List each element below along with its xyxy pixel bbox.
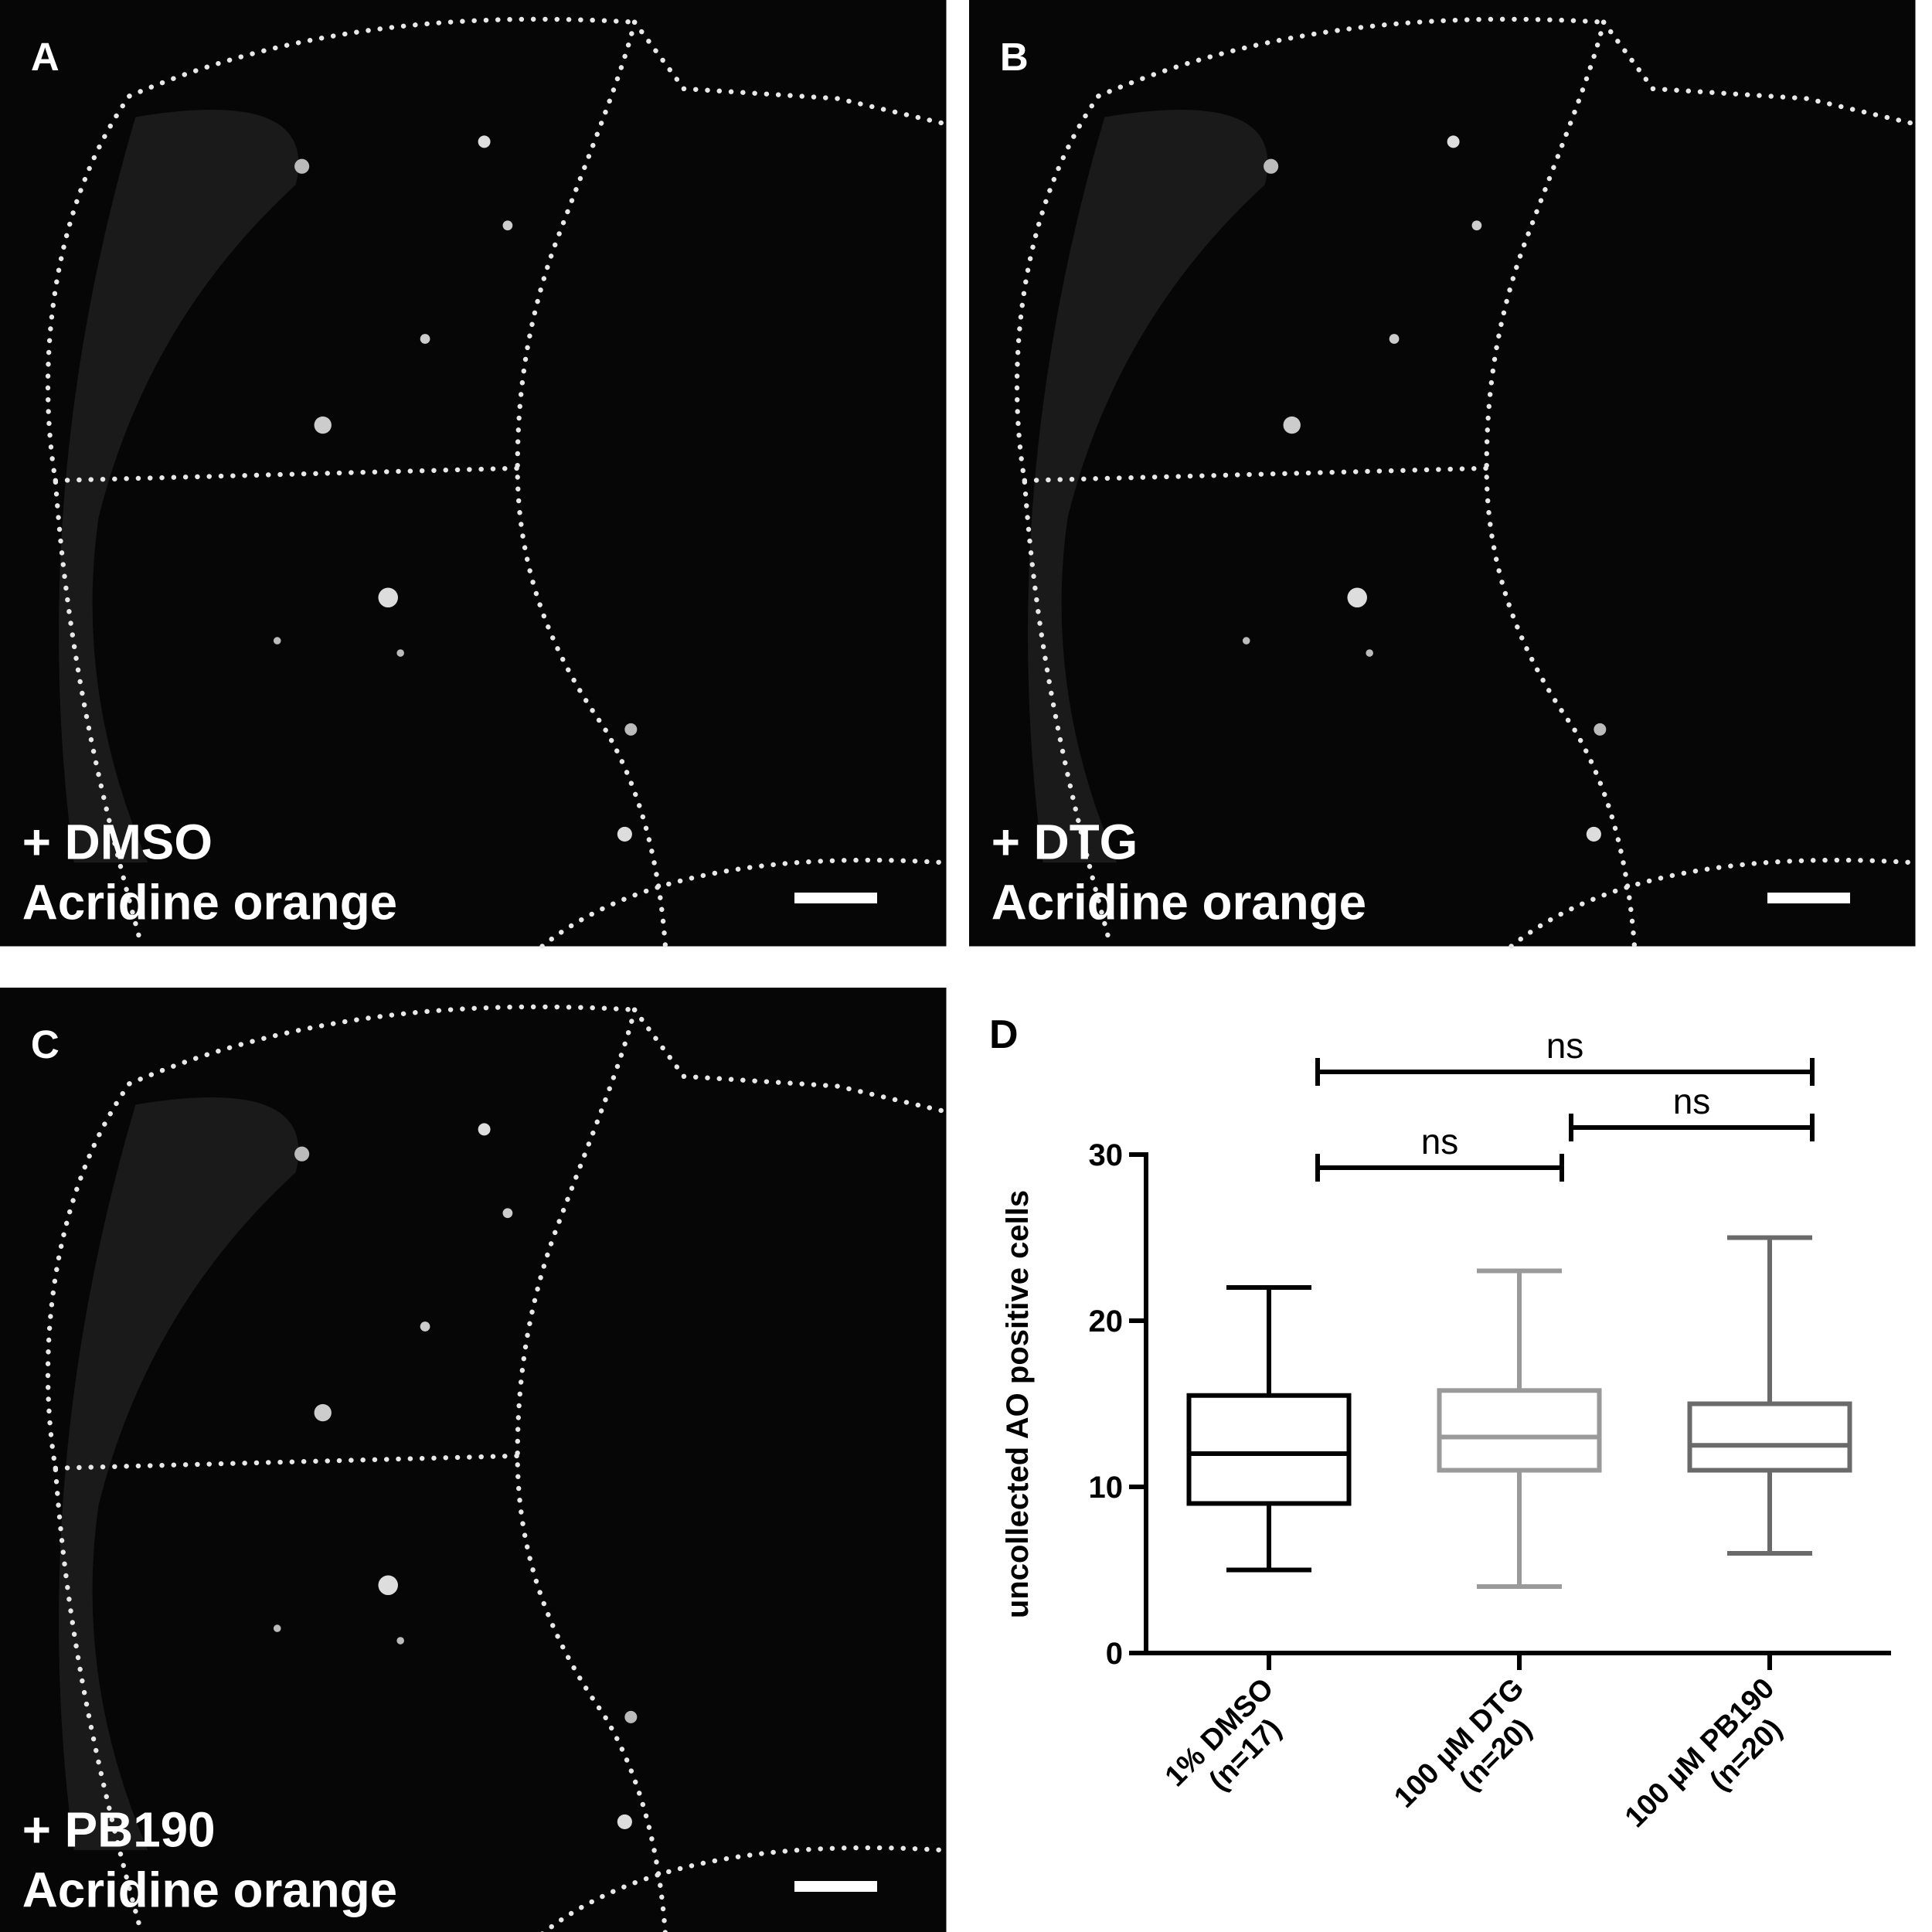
y-axis-label: uncollected AO positive cells xyxy=(1001,1190,1035,1618)
stain-label: Acridine orange xyxy=(22,1862,397,1917)
significance-label: ns xyxy=(1421,1121,1459,1162)
stain-label: Acridine orange xyxy=(22,874,397,930)
treatment-label: + DMSO xyxy=(22,814,213,869)
panel-a: A + DMSO Acridine orange xyxy=(0,0,946,946)
panel-b: B + DTG Acridine orange xyxy=(969,0,1915,946)
panel-letter: D xyxy=(989,1012,1019,1057)
box xyxy=(1687,1401,1852,1473)
panel-c: C + PB190 Acridine orange xyxy=(0,988,946,1932)
significance-label: ns xyxy=(1673,1081,1711,1121)
x-tick-label: 100 µM PB190(n=20) xyxy=(1619,1672,1788,1834)
stain-label: Acridine orange xyxy=(992,874,1366,930)
scale-bar xyxy=(794,1881,877,1892)
box xyxy=(1186,1393,1352,1506)
x-tick-label: 1% DMSO(n=17) xyxy=(1159,1672,1288,1798)
significance-label: ns xyxy=(1546,1026,1584,1066)
treatment-label: + DTG xyxy=(992,814,1138,869)
box-chart: D uncollected AO positive cells 0 10 20 30 1… xyxy=(989,1012,1891,1834)
panel-letter: C xyxy=(31,1022,60,1066)
x-tick-label: 100 µM DTG(n=20) xyxy=(1388,1672,1538,1815)
panel-letter: B xyxy=(1000,35,1029,79)
box xyxy=(1437,1388,1602,1473)
scale-bar xyxy=(794,893,877,903)
scale-bar xyxy=(1767,893,1850,903)
y-tick-label: 30 xyxy=(1089,1138,1124,1172)
y-tick-label: 20 xyxy=(1089,1304,1124,1338)
y-tick-label: 10 xyxy=(1089,1471,1124,1505)
y-tick-label: 0 xyxy=(1106,1637,1123,1671)
treatment-label: + PB190 xyxy=(22,1801,216,1857)
panel-letter: A xyxy=(31,35,60,79)
